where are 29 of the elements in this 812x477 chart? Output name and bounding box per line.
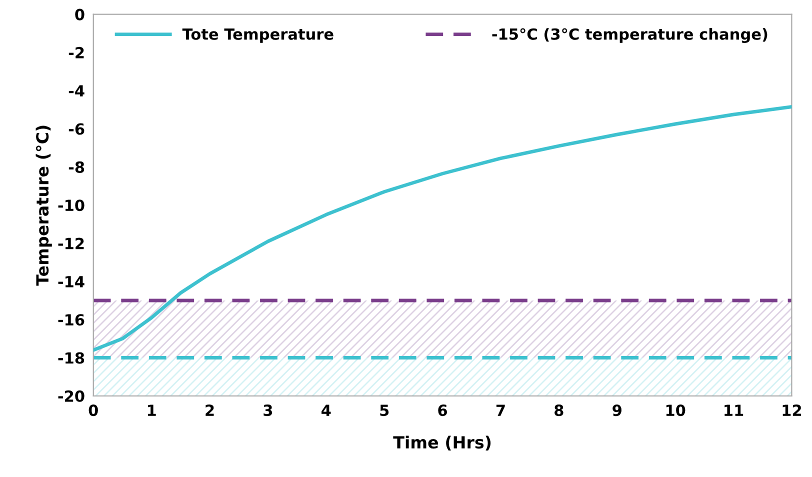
x-tick-label: 3 bbox=[264, 404, 272, 416]
y-tick-label: 0 bbox=[75, 8, 84, 20]
x-tick-label: 11 bbox=[724, 404, 744, 416]
x-tick-label: 2 bbox=[206, 404, 214, 416]
y-tick-label: -8 bbox=[68, 161, 84, 173]
y-tick-label: -16 bbox=[58, 314, 84, 326]
x-tick-label: 4 bbox=[322, 404, 331, 416]
y-axis-title: Temperature (°C) bbox=[36, 126, 52, 286]
y-tick-label: -12 bbox=[58, 238, 84, 250]
x-tick-label: 10 bbox=[666, 404, 686, 416]
x-tick-label: 9 bbox=[612, 404, 622, 416]
line-series bbox=[93, 105, 792, 352]
x-tick-label: 6 bbox=[438, 404, 448, 416]
legend-label: -15°C (3°C temperature change) bbox=[492, 28, 768, 43]
x-tick-label: 0 bbox=[88, 404, 98, 416]
y-tick-label: -10 bbox=[58, 200, 84, 212]
x-tick-label: 8 bbox=[554, 404, 564, 416]
y-tick-label: -18 bbox=[58, 352, 84, 364]
x-axis-title: Time (Hrs) bbox=[393, 436, 491, 451]
y-tick-label: -14 bbox=[58, 276, 84, 288]
x-tick-label: 12 bbox=[782, 404, 802, 416]
y-tick-label: -2 bbox=[68, 46, 84, 58]
y-tick-label: -20 bbox=[58, 390, 84, 402]
x-tick-label: 1 bbox=[148, 404, 156, 416]
x-tick-label: 7 bbox=[496, 404, 505, 416]
y-tick-label: -6 bbox=[68, 123, 84, 135]
legend-label: Tote Temperature bbox=[182, 28, 334, 43]
y-tick-label: -4 bbox=[68, 85, 84, 96]
x-tick-label: 5 bbox=[380, 404, 389, 416]
